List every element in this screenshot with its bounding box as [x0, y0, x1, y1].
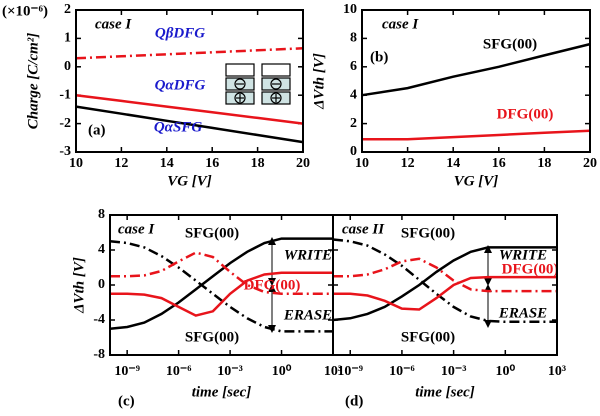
- y-tick-label: 4: [98, 242, 105, 257]
- series-label: SFG(00): [401, 329, 455, 345]
- annotation: (d): [345, 393, 363, 409]
- y-tick-label: 4: [350, 87, 357, 102]
- series-label: QαDFG: [155, 77, 206, 93]
- capacitor-icon: [225, 63, 291, 105]
- series-line: [75, 93, 304, 125]
- series-line: [110, 251, 333, 296]
- y-tick-label: 8: [98, 207, 105, 222]
- x-tick-label: 20: [583, 156, 597, 171]
- y-tick-label: -2: [59, 116, 71, 131]
- y-axis-label: ΔVth [V]: [71, 257, 87, 314]
- y-tick-label: 6: [350, 59, 357, 74]
- x-tick-label: 10: [355, 156, 369, 171]
- series-label: SFG(00): [185, 225, 239, 241]
- series-label: SFG(00): [401, 225, 455, 241]
- x-tick-label: 10⁻⁶: [166, 364, 192, 379]
- x-tick-label: 12: [114, 156, 128, 171]
- annotation: WRITE: [284, 247, 332, 263]
- x-tick-label: 10³: [324, 364, 342, 379]
- x-axis-label: time [sec]: [192, 384, 252, 400]
- annotation: (×10⁻⁶): [2, 3, 48, 19]
- annotation: (a): [88, 122, 106, 138]
- series-label: DFG(00): [502, 261, 559, 277]
- x-tick-label: 18: [251, 156, 265, 171]
- x-tick-label: 12: [401, 156, 415, 171]
- x-tick-label: 10⁻⁹: [337, 364, 363, 379]
- series-label: DFG(00): [497, 106, 554, 122]
- series-label: QαSFG: [154, 119, 202, 135]
- x-tick-label: 16: [492, 156, 506, 171]
- x-tick-label: 10⁻⁹: [114, 364, 140, 379]
- y-tick-label: 0: [64, 59, 71, 74]
- y-tick-label: 0: [350, 144, 357, 159]
- y-tick-label: -1: [59, 87, 71, 102]
- plot-frame: [361, 9, 591, 153]
- series-label: SFG(00): [483, 36, 537, 52]
- annotation: case I: [382, 16, 419, 32]
- series-line: [361, 42, 591, 97]
- x-tick-label: 20: [296, 156, 310, 171]
- annotation: case II: [342, 221, 385, 237]
- y-tick-label: -4: [93, 312, 105, 327]
- y-tick-label: 2: [350, 116, 357, 131]
- x-tick-label: 10⁰: [272, 364, 292, 379]
- y-tick-label: 10: [343, 2, 357, 17]
- y-axis-label: Charge [C/cm²]: [25, 33, 41, 130]
- y-axis-label: ΔVth [V]: [311, 53, 327, 110]
- annotation: (b): [370, 49, 388, 65]
- x-tick-label: 16: [205, 156, 219, 171]
- series-label: SFG(00): [185, 329, 239, 345]
- x-axis-label: time [sec]: [415, 384, 475, 400]
- y-tick-label: 0: [98, 277, 105, 292]
- annotation: WRITE: [499, 247, 547, 263]
- annotation: (c): [118, 393, 135, 409]
- y-tick-label: 2: [64, 2, 71, 17]
- x-tick-label: 10: [69, 156, 83, 171]
- series-line: [109, 237, 333, 331]
- series-label: DFG(00): [244, 277, 301, 293]
- annotation: ERASE: [498, 305, 547, 321]
- x-tick-label: 10⁻³: [441, 364, 467, 379]
- series-label: QβDFG: [155, 25, 205, 41]
- y-tick-label: 1: [64, 31, 71, 46]
- x-tick-label: 14: [446, 156, 460, 171]
- annotation: ERASE: [283, 307, 332, 323]
- x-tick-label: 10³: [548, 364, 566, 379]
- x-tick-label: 10⁰: [495, 364, 515, 379]
- x-axis-label: VG [V]: [454, 173, 499, 189]
- series-line: [75, 47, 304, 60]
- x-tick-label: 18: [537, 156, 551, 171]
- x-tick-label: 10⁻⁶: [389, 364, 415, 379]
- series-line: [332, 246, 557, 322]
- x-axis-label: VG [V]: [167, 173, 212, 189]
- y-tick-label: -3: [59, 144, 71, 159]
- x-tick-label: 14: [160, 156, 174, 171]
- y-tick-label: 8: [350, 31, 357, 46]
- series-line: [362, 129, 591, 141]
- plot-frame: [332, 214, 558, 356]
- series-line: [333, 275, 557, 311]
- x-tick-label: 10⁻³: [217, 364, 243, 379]
- series-line: [109, 240, 333, 333]
- annotation: case I: [95, 16, 132, 32]
- series-line: [110, 271, 333, 317]
- series-line: [75, 105, 304, 144]
- annotation: case I: [118, 221, 155, 237]
- y-tick-label: -8: [93, 347, 105, 362]
- plot-frame: [75, 9, 304, 153]
